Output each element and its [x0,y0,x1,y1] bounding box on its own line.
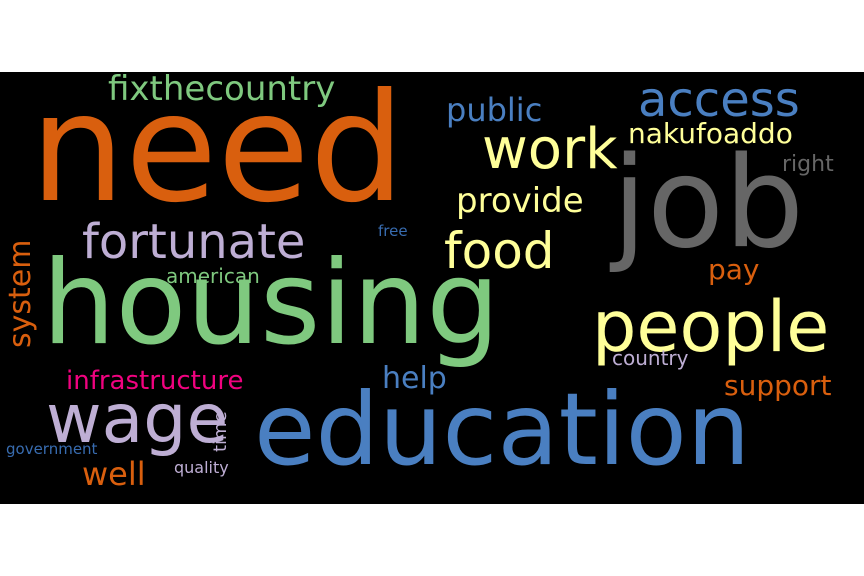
word-fixthecountry: fixthecountry [108,72,336,109]
word-help: help [382,361,447,396]
word-housing: housing [42,236,500,371]
word-system: system [3,239,38,348]
word-access: access [638,72,800,128]
word-cloud: need job housing education people wage f… [0,72,864,504]
word-people: people [592,286,830,368]
word-government: government [6,440,98,458]
word-time: time [210,411,231,452]
word-fortunate: fortunate [82,214,306,270]
word-work: work [482,117,618,182]
word-free: free [378,222,408,240]
word-public: public [446,91,543,129]
word-country: country [612,346,689,370]
word-need: need [30,72,405,236]
word-right: right [782,152,834,177]
word-support: support [724,369,832,402]
word-wage: wage [46,380,229,459]
word-infrastructure: infrastructure [66,366,244,396]
word-education: education [254,371,751,488]
word-job: job [612,129,805,276]
word-quality: quality [174,458,229,477]
word-food: food [444,222,555,280]
word-provide: provide [456,181,584,221]
word-well: well [82,455,146,493]
word-nakufoaddo: nakufoaddo [628,117,793,150]
word-american: american [166,264,260,288]
word-pay: pay [708,253,760,286]
